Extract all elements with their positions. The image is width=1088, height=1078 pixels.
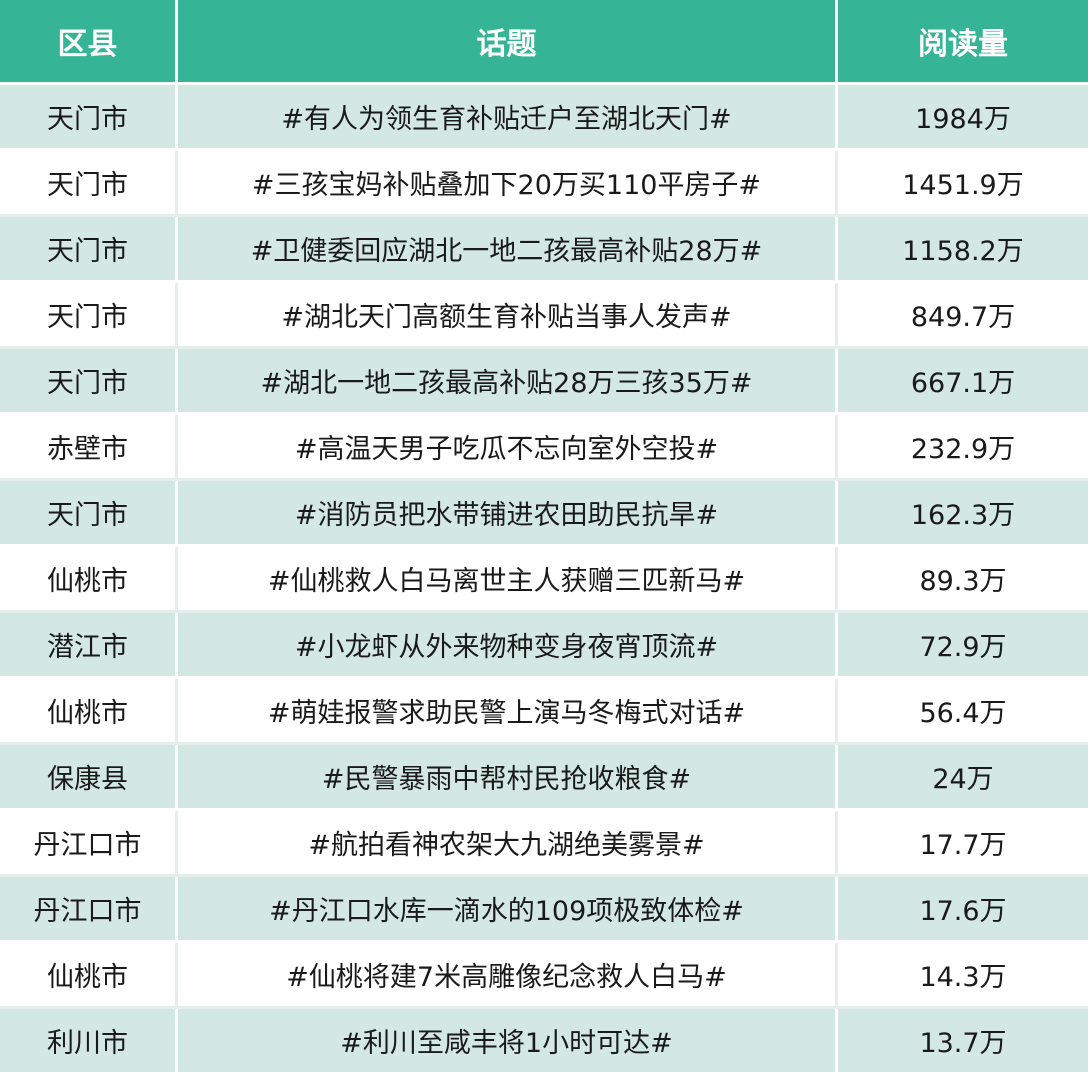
district-cell: 天门市 — [0, 151, 178, 217]
topic-cell: #利川至咸丰将1小时可达# — [178, 1009, 838, 1075]
table-row: 天门市 #卫健委回应湖北一地二孩最高补贴28万# 1158.2万 — [0, 217, 1088, 283]
table-row: 保康县 #民警暴雨中帮村民抢收粮食# 24万 — [0, 745, 1088, 811]
table-row: 天门市 #三孩宝妈补贴叠加下20万买110平房子# 1451.9万 — [0, 151, 1088, 217]
district-cell: 天门市 — [0, 283, 178, 349]
topic-cell: #丹江口水库一滴水的109项极致体检# — [178, 877, 838, 943]
topic-cell: #萌娃报警求助民警上演马冬梅式对话# — [178, 679, 838, 745]
reads-cell: 232.9万 — [838, 415, 1088, 481]
topic-cell: #有人为领生育补贴迁户至湖北天门# — [178, 85, 838, 151]
reads-cell: 17.6万 — [838, 877, 1088, 943]
district-cell: 利川市 — [0, 1009, 178, 1075]
district-cell: 保康县 — [0, 745, 178, 811]
topic-cell: #航拍看神农架大九湖绝美雾景# — [178, 811, 838, 877]
reads-cell: 1451.9万 — [838, 151, 1088, 217]
reads-cell: 1158.2万 — [838, 217, 1088, 283]
table-row: 天门市 #湖北一地二孩最高补贴28万三孩35万# 667.1万 — [0, 349, 1088, 415]
table-row: 仙桃市 #仙桃将建7米高雕像纪念救人白马# 14.3万 — [0, 943, 1088, 1009]
header-cell: 区县 — [0, 0, 178, 85]
topic-cell: #小龙虾从外来物种变身夜宵顶流# — [178, 613, 838, 679]
table-row: 仙桃市 #萌娃报警求助民警上演马冬梅式对话# 56.4万 — [0, 679, 1088, 745]
topic-cell: #高温天男子吃瓜不忘向室外空投# — [178, 415, 838, 481]
reads-cell: 13.7万 — [838, 1009, 1088, 1075]
reads-cell: 89.3万 — [838, 547, 1088, 613]
topic-cell: #仙桃救人白马离世主人获赠三匹新马# — [178, 547, 838, 613]
district-cell: 天门市 — [0, 217, 178, 283]
header-cell: 话题 — [178, 0, 838, 85]
topic-cell: #湖北一地二孩最高补贴28万三孩35万# — [178, 349, 838, 415]
table-row: 潜江市 #小龙虾从外来物种变身夜宵顶流# 72.9万 — [0, 613, 1088, 679]
district-cell: 仙桃市 — [0, 547, 178, 613]
reads-cell: 162.3万 — [838, 481, 1088, 547]
reads-cell: 1984万 — [838, 85, 1088, 151]
district-cell: 丹江口市 — [0, 877, 178, 943]
district-cell: 丹江口市 — [0, 811, 178, 877]
reads-cell: 17.7万 — [838, 811, 1088, 877]
table-row: 赤壁市 #高温天男子吃瓜不忘向室外空投# 232.9万 — [0, 415, 1088, 481]
district-cell: 天门市 — [0, 85, 178, 151]
table-row: 丹江口市 #航拍看神农架大九湖绝美雾景# 17.7万 — [0, 811, 1088, 877]
table-row: 丹江口市 #丹江口水库一滴水的109项极致体检# 17.6万 — [0, 877, 1088, 943]
topic-cell: #卫健委回应湖北一地二孩最高补贴28万# — [178, 217, 838, 283]
table-row: 天门市 #有人为领生育补贴迁户至湖北天门# 1984万 — [0, 85, 1088, 151]
reads-cell: 72.9万 — [838, 613, 1088, 679]
table-row: 天门市 #湖北天门高额生育补贴当事人发声# 849.7万 — [0, 283, 1088, 349]
header-cell: 阅读量 — [838, 0, 1088, 85]
topic-cell: #民警暴雨中帮村民抢收粮食# — [178, 745, 838, 811]
reads-cell: 849.7万 — [838, 283, 1088, 349]
table-row: 仙桃市 #仙桃救人白马离世主人获赠三匹新马# 89.3万 — [0, 547, 1088, 613]
district-cell: 赤壁市 — [0, 415, 178, 481]
topic-cell: #三孩宝妈补贴叠加下20万买110平房子# — [178, 151, 838, 217]
district-cell: 天门市 — [0, 349, 178, 415]
topic-cell: #湖北天门高额生育补贴当事人发声# — [178, 283, 838, 349]
reads-cell: 667.1万 — [838, 349, 1088, 415]
reads-cell: 14.3万 — [838, 943, 1088, 1009]
header-row: 区县 话题 阅读量 — [0, 0, 1088, 85]
district-cell: 天门市 — [0, 481, 178, 547]
table-row: 利川市 #利川至咸丰将1小时可达# 13.7万 — [0, 1009, 1088, 1075]
reads-cell: 56.4万 — [838, 679, 1088, 745]
table-row: 天门市 #消防员把水带铺进农田助民抗旱# 162.3万 — [0, 481, 1088, 547]
district-cell: 潜江市 — [0, 613, 178, 679]
district-cell: 仙桃市 — [0, 943, 178, 1009]
district-cell: 仙桃市 — [0, 679, 178, 745]
reads-cell: 24万 — [838, 745, 1088, 811]
topic-cell: #消防员把水带铺进农田助民抗旱# — [178, 481, 838, 547]
topic-cell: #仙桃将建7米高雕像纪念救人白马# — [178, 943, 838, 1009]
